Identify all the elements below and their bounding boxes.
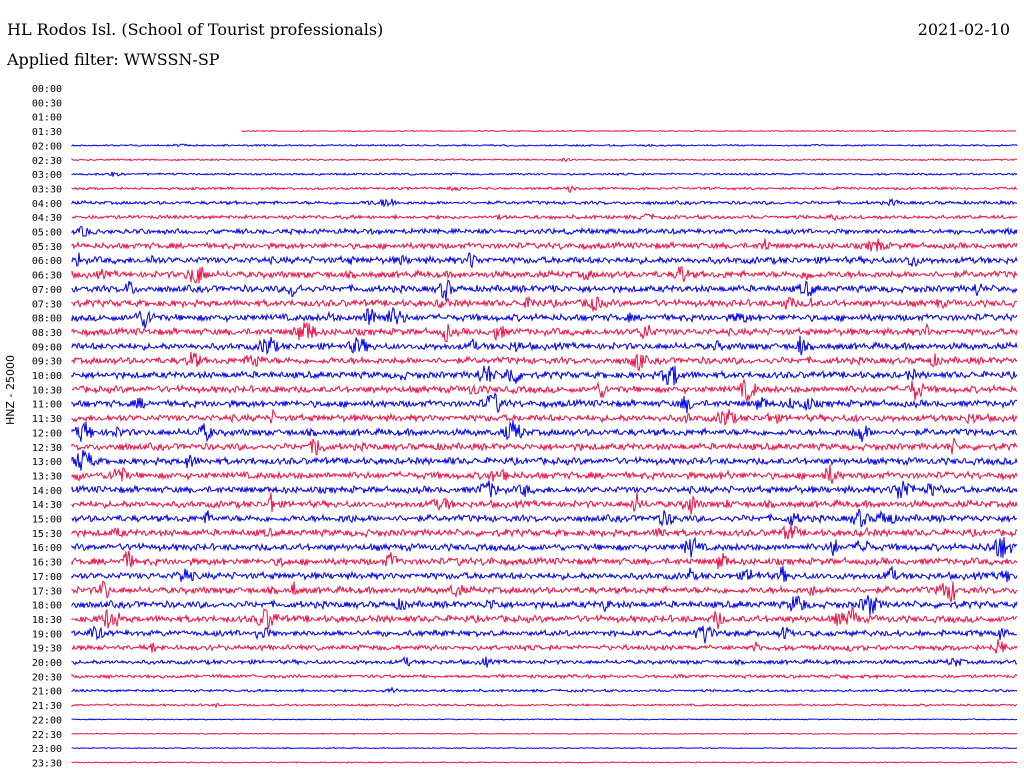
row-time-label: 17:00 <box>32 572 62 583</box>
row-time-label: 14:00 <box>32 486 62 497</box>
record-date: 2021-02-10 <box>917 20 1010 39</box>
row-time-label: 17:30 <box>32 586 62 597</box>
row-time-label: 22:30 <box>32 730 62 741</box>
trace-2230 <box>71 732 1018 735</box>
row-time-label: 11:00 <box>32 400 62 411</box>
row-time-label: 00:00 <box>32 84 62 95</box>
trace-2200 <box>71 718 1018 721</box>
trace-0800 <box>71 306 1018 329</box>
filter-label: Applied filter: WWSSN-SP <box>7 50 220 69</box>
trace-0930 <box>71 351 1018 372</box>
row-time-label: 07:30 <box>32 299 62 310</box>
trace-1400 <box>71 480 1018 499</box>
row-time-label: 16:30 <box>32 558 62 569</box>
trace-1900 <box>71 625 1018 644</box>
trace-1830 <box>71 607 1018 630</box>
trace-0700 <box>71 279 1018 302</box>
trace-2100 <box>71 686 1018 694</box>
row-time-label: 18:00 <box>32 601 62 612</box>
trace-2000 <box>71 655 1018 668</box>
trace-1500 <box>71 508 1017 528</box>
trace-1330 <box>71 464 1018 484</box>
trace-0430 <box>71 212 1018 222</box>
row-time-label: 23:30 <box>32 758 62 769</box>
row-time-label: 20:30 <box>32 672 62 683</box>
trace-1730 <box>71 580 1018 603</box>
trace-0730 <box>71 295 1018 312</box>
row-time-label: 19:30 <box>32 644 62 655</box>
row-time-label: 21:00 <box>32 687 62 698</box>
row-time-label: 22:00 <box>32 715 62 726</box>
row-time-label: 00:30 <box>32 98 62 109</box>
row-time-label: 12:30 <box>32 443 62 454</box>
row-time-label: 15:30 <box>32 529 62 540</box>
trace-0530 <box>71 238 1018 252</box>
row-time-label: 12:00 <box>32 428 62 439</box>
row-time-label: 14:30 <box>32 500 62 511</box>
trace-0500 <box>71 225 1018 238</box>
trace-1300 <box>71 449 1018 471</box>
row-time-label: 20:00 <box>32 658 62 669</box>
row-time-label: 05:00 <box>32 228 62 239</box>
trace-1230 <box>71 437 1018 456</box>
trace-2300 <box>71 746 1018 750</box>
trace-1530 <box>71 524 1018 540</box>
row-time-label: 04:30 <box>32 213 62 224</box>
trace-0630 <box>71 266 1018 284</box>
trace-0900 <box>71 335 1018 356</box>
row-time-label: 13:30 <box>32 471 62 482</box>
trace-0330 <box>71 185 1018 194</box>
trace-0200 <box>71 143 1018 148</box>
row-time-label: 10:00 <box>32 371 62 382</box>
row-time-label: 13:00 <box>32 457 62 468</box>
row-time-label: 03:30 <box>32 184 62 195</box>
row-time-label: 08:30 <box>32 328 62 339</box>
row-time-label: 16:00 <box>32 543 62 554</box>
row-time-label: 01:00 <box>32 113 62 124</box>
trace-1630 <box>71 550 1018 569</box>
row-time-label: 10:30 <box>32 385 62 396</box>
trace-1130 <box>71 408 1018 427</box>
trace-0230 <box>71 157 1017 163</box>
trace-2030 <box>71 673 1018 681</box>
trace-0400 <box>71 197 1018 208</box>
trace-1430 <box>71 492 1018 515</box>
trace-0300 <box>71 171 1018 177</box>
trace-2330 <box>71 761 1018 764</box>
trace-1800 <box>71 595 1018 616</box>
row-time-label: 19:00 <box>32 629 62 640</box>
trace-1200 <box>71 419 1018 443</box>
row-time-label: 06:00 <box>32 256 62 267</box>
row-time-label: 01:30 <box>32 127 62 138</box>
row-time-label: 02:30 <box>32 156 62 167</box>
trace-1000 <box>71 365 1018 386</box>
trace-1930 <box>71 639 1018 654</box>
row-time-label: 18:30 <box>32 615 62 626</box>
row-time-label: 06:30 <box>32 271 62 282</box>
row-time-label: 09:30 <box>32 357 62 368</box>
trace-2130 <box>71 702 1018 709</box>
row-time-label: 11:30 <box>32 414 62 425</box>
trace-0130 <box>241 129 1017 133</box>
trace-1600 <box>71 536 1018 558</box>
row-time-label: 02:00 <box>32 141 62 152</box>
row-time-label: 09:00 <box>32 342 62 353</box>
trace-1700 <box>71 566 1018 583</box>
trace-1100 <box>71 392 1018 414</box>
trace-0600 <box>71 252 1018 269</box>
trace-1030 <box>71 378 1018 404</box>
trace-0830 <box>71 321 1018 343</box>
row-time-label: 03:00 <box>32 170 62 181</box>
row-time-label: 21:30 <box>32 701 62 712</box>
row-time-label: 08:00 <box>32 314 62 325</box>
row-time-label: 04:00 <box>32 199 62 210</box>
row-time-label: 05:30 <box>32 242 62 253</box>
station-title: HL Rodos Isl. (School of Tourist profess… <box>7 20 384 39</box>
row-time-label: 15:00 <box>32 515 62 526</box>
row-time-label: 23:00 <box>32 744 62 755</box>
row-time-label: 07:00 <box>32 285 62 296</box>
